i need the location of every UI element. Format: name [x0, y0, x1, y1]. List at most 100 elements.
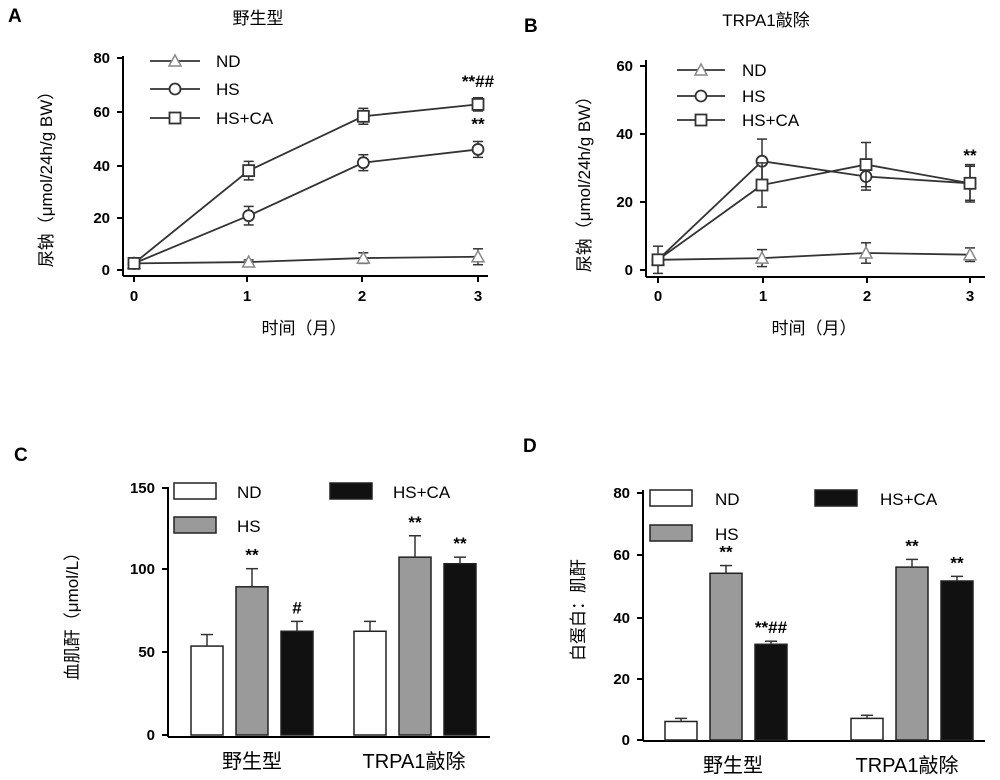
panel-a-ytick: 20 — [93, 210, 110, 227]
significance-label: ** — [245, 546, 259, 565]
series-line-nd — [134, 257, 478, 264]
hs-swatch-icon — [174, 517, 216, 533]
panel-a-plot: **## ** — [128, 72, 495, 269]
series-line-hs — [658, 161, 970, 260]
nd-swatch-icon — [650, 490, 692, 506]
panel-d-ytick: 0 — [622, 732, 630, 749]
series-line-hs — [134, 149, 478, 263]
panel-c-ylabel: 血肌酐（μmol/L） — [63, 544, 82, 680]
square-marker-icon — [170, 113, 181, 124]
panel-d-category: TRPA1敲除 — [856, 754, 959, 777]
panel-d-ytick: 20 — [613, 671, 630, 688]
panel-a-legend-nd: ND — [216, 52, 241, 71]
panel-a-ytick: 80 — [93, 50, 110, 67]
series-line-nd — [658, 253, 970, 260]
bar-hs — [896, 567, 928, 740]
panel-b-ylabel: 尿钠（μmol/24h/g BW） — [575, 88, 594, 273]
panel-b-xtick: 2 — [863, 288, 871, 305]
panel-d-legend-nd: ND — [715, 490, 740, 509]
bar-nd — [665, 721, 697, 740]
panel-d-category: 野生型 — [703, 754, 763, 777]
significance-label: ** — [963, 146, 977, 165]
panel-a-legend: ND HS HS+CA — [150, 52, 274, 128]
panel-a-ytick: 0 — [102, 262, 110, 279]
bar-hsca — [444, 564, 476, 735]
panel-c: C 血肌酐（μmol/L） 0 50 100 150 野生型 TRPA1敲除 N… — [14, 445, 490, 773]
panel-c-category: 野生型 — [222, 750, 282, 773]
circle-point — [473, 144, 484, 155]
nd-swatch-icon — [174, 483, 216, 499]
panel-d-legend-hs: HS — [715, 525, 739, 544]
panel-c-ytick: 150 — [130, 480, 155, 497]
significance-label: ** — [471, 115, 485, 134]
bar-nd — [851, 718, 883, 740]
panel-d-ytick: 60 — [613, 547, 630, 564]
panel-d-ytick: 40 — [613, 610, 630, 627]
panel-a-letter: A — [8, 6, 22, 27]
bar-hs — [236, 587, 268, 735]
bar-hs — [399, 557, 431, 735]
panel-c-legend-hs: HS — [237, 517, 261, 536]
panel-a-xtick: 2 — [358, 288, 366, 305]
significance-label: ** — [950, 553, 964, 572]
panel-a-ytick: 60 — [93, 104, 110, 121]
panel-b-xtick: 3 — [966, 288, 974, 305]
panel-b-xtick: 1 — [759, 288, 767, 305]
panel-b-ytick: 40 — [616, 126, 633, 143]
hs-swatch-icon — [650, 525, 692, 541]
panel-a-ytick: 40 — [93, 158, 110, 175]
panel-a: A 野生型 尿钠（μmol/24h/g BW） 时间（月） 0 20 40 60… — [8, 6, 495, 338]
hsca-swatch-icon — [815, 490, 857, 506]
significance-label: ** — [453, 534, 467, 553]
circle-marker-icon — [170, 84, 181, 95]
square-point — [129, 258, 140, 269]
panel-c-letter: C — [14, 445, 28, 466]
square-point — [861, 159, 872, 170]
panel-b-xtick: 0 — [654, 288, 662, 305]
panel-b-plot: ** — [652, 139, 977, 273]
panel-b-title: TRPA1敲除 — [722, 11, 810, 30]
panel-a-xtick: 1 — [243, 288, 251, 305]
panel-c-ytick: 100 — [130, 561, 155, 578]
significance-label: **## — [462, 72, 495, 91]
panel-c-ytick: 0 — [147, 727, 155, 744]
panel-b-legend-hs: HS — [742, 87, 766, 106]
bar-hsca — [281, 631, 313, 735]
square-point — [757, 180, 768, 191]
circle-point — [358, 157, 369, 168]
panel-b-ytick: 0 — [625, 262, 633, 279]
panel-b-xlabel: 时间（月） — [772, 319, 857, 338]
series-line-hsca — [134, 104, 478, 263]
panel-b-legend-nd: ND — [742, 61, 767, 80]
significance-label: **## — [755, 618, 788, 637]
square-point — [358, 111, 369, 122]
significance-label: ** — [408, 513, 422, 532]
panel-d-legend-hsca: HS+CA — [880, 490, 938, 509]
panel-b-legend: ND HS HS+CA — [677, 61, 800, 130]
significance-label: ** — [719, 543, 733, 562]
panel-d-legend: ND HS HS+CA — [650, 490, 938, 544]
panel-d-ylabel: 白蛋白：肌酐 — [569, 559, 588, 661]
panel-c-plot: **#**** — [191, 513, 476, 735]
panel-a-ylabel: 尿钠（μmol/24h/g BW） — [37, 83, 56, 268]
square-point — [965, 178, 976, 189]
bar-nd — [191, 646, 223, 735]
panel-d: D 白蛋白：肌酐 0 20 40 60 80 野生型 TRPA1敲除 ND HS… — [523, 436, 985, 777]
bar-hsca — [755, 644, 787, 740]
panel-d-plot: ** **## ** ** — [665, 536, 973, 740]
panel-d-letter: D — [523, 436, 537, 457]
square-point — [653, 254, 664, 265]
panel-b-ytick: 60 — [616, 58, 633, 75]
circle-point — [243, 210, 254, 221]
panel-a-xtick: 3 — [474, 288, 482, 305]
panel-a-xlabel: 时间（月） — [262, 319, 347, 338]
panel-a-xtick: 0 — [130, 288, 138, 305]
bar-nd — [354, 631, 386, 735]
square-point — [243, 165, 254, 176]
figure: A 野生型 尿钠（μmol/24h/g BW） 时间（月） 0 20 40 60… — [0, 0, 1000, 780]
circle-marker-icon — [696, 91, 707, 102]
series-line-hsca — [658, 165, 970, 260]
panel-a-legend-hs: HS — [216, 80, 240, 99]
significance-label: ** — [905, 536, 919, 555]
panel-d-ytick: 80 — [613, 485, 630, 502]
